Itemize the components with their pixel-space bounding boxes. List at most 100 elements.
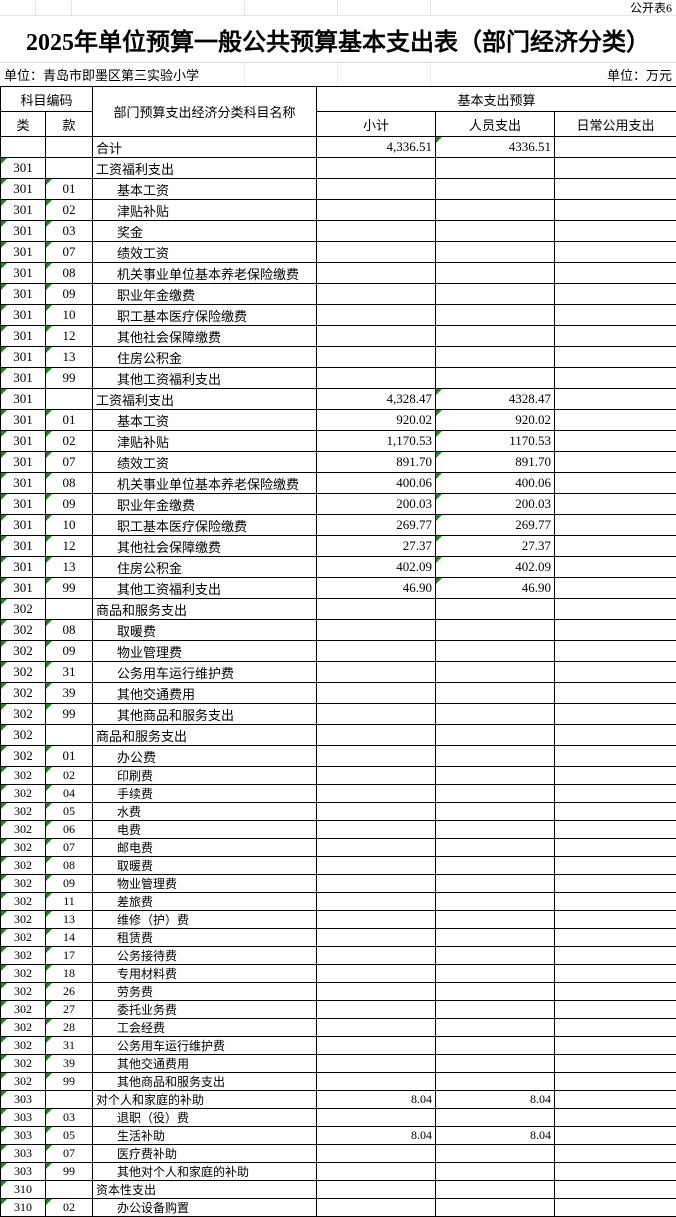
- cell-daily[interactable]: [555, 1127, 676, 1145]
- cell-class-code[interactable]: 301: [1, 200, 46, 221]
- cell-subtotal[interactable]: [317, 767, 436, 785]
- cell-personnel[interactable]: [436, 704, 555, 725]
- header-class[interactable]: 类: [1, 112, 46, 137]
- cell-daily[interactable]: [555, 1109, 676, 1127]
- cell-section-code[interactable]: 08: [46, 473, 93, 494]
- cell-daily[interactable]: [555, 821, 676, 839]
- cell-personnel[interactable]: [436, 641, 555, 662]
- cell-class-code[interactable]: 301: [1, 158, 46, 179]
- cell-class-code[interactable]: 301: [1, 347, 46, 368]
- cell-class-code[interactable]: 303: [1, 1127, 46, 1145]
- cell-section-code[interactable]: [46, 158, 93, 179]
- cell-subject-name[interactable]: 商品和服务支出: [93, 599, 317, 620]
- cell-subtotal[interactable]: 400.06: [317, 473, 436, 494]
- cell-section-code[interactable]: 07: [46, 242, 93, 263]
- cell-section-code[interactable]: 09: [46, 284, 93, 305]
- cell-subject-name[interactable]: 绩效工资: [93, 452, 317, 473]
- cell-personnel[interactable]: [436, 1145, 555, 1163]
- cell-subject-name[interactable]: 工会经费: [93, 1019, 317, 1037]
- cell-subject-name[interactable]: 奖金: [93, 221, 317, 242]
- cell-class-code[interactable]: 302: [1, 767, 46, 785]
- cell-personnel[interactable]: [436, 1019, 555, 1037]
- cell-daily[interactable]: [555, 158, 676, 179]
- cell-personnel[interactable]: [436, 1055, 555, 1073]
- cell-class-code[interactable]: 302: [1, 704, 46, 725]
- cell-class-code[interactable]: 301: [1, 305, 46, 326]
- cell-class-code[interactable]: 302: [1, 785, 46, 803]
- cell-personnel[interactable]: 46.90: [436, 578, 555, 599]
- cell-subtotal[interactable]: 8.04: [317, 1127, 436, 1145]
- cell-personnel[interactable]: 4328.47: [436, 389, 555, 410]
- cell-subject-name[interactable]: 住房公积金: [93, 557, 317, 578]
- cell-section-code[interactable]: 07: [46, 839, 93, 857]
- cell-subject-name[interactable]: 其他交通费用: [93, 1055, 317, 1073]
- cell-section-code[interactable]: 39: [46, 1055, 93, 1073]
- cell-section-code[interactable]: 99: [46, 1163, 93, 1181]
- cell-subject-name[interactable]: 委托业务费: [93, 1001, 317, 1019]
- cell-personnel[interactable]: [436, 368, 555, 389]
- cell-subtotal[interactable]: [317, 641, 436, 662]
- cell-personnel[interactable]: 4336.51: [436, 137, 555, 158]
- cell-subject-name[interactable]: 办公设备购置: [93, 1199, 317, 1217]
- cell-subtotal[interactable]: [317, 803, 436, 821]
- cell-subject-name[interactable]: 绩效工资: [93, 242, 317, 263]
- cell-subtotal[interactable]: [317, 911, 436, 929]
- cell-class-code[interactable]: 302: [1, 1037, 46, 1055]
- cell-section-code[interactable]: 12: [46, 326, 93, 347]
- cell-class-code[interactable]: 302: [1, 839, 46, 857]
- cell-subtotal[interactable]: 27.37: [317, 536, 436, 557]
- cell-subtotal[interactable]: [317, 1073, 436, 1091]
- cell-subject-name[interactable]: 职业年金缴费: [93, 494, 317, 515]
- cell-class-code[interactable]: 302: [1, 983, 46, 1001]
- cell-section-code[interactable]: 04: [46, 785, 93, 803]
- cell-class-code[interactable]: 301: [1, 389, 46, 410]
- cell-class-code[interactable]: 301: [1, 494, 46, 515]
- cell-daily[interactable]: [555, 1091, 676, 1109]
- cell-daily[interactable]: [555, 1055, 676, 1073]
- cell-subtotal[interactable]: [317, 929, 436, 947]
- cell-personnel[interactable]: [436, 911, 555, 929]
- cell-section-code[interactable]: 03: [46, 1109, 93, 1127]
- cell-class-code[interactable]: 303: [1, 1109, 46, 1127]
- cell-subtotal[interactable]: [317, 746, 436, 767]
- cell-class-code[interactable]: 302: [1, 911, 46, 929]
- cell-daily[interactable]: [555, 965, 676, 983]
- cell-subtotal[interactable]: [317, 947, 436, 965]
- cell-subject-name[interactable]: 其他工资福利支出: [93, 368, 317, 389]
- cell-class-code[interactable]: 302: [1, 1001, 46, 1019]
- header-personnel[interactable]: 人员支出: [436, 112, 555, 137]
- cell-class-code[interactable]: 301: [1, 410, 46, 431]
- cell-personnel[interactable]: [436, 725, 555, 746]
- cell-class-code[interactable]: 302: [1, 965, 46, 983]
- cell-class-code[interactable]: [1, 137, 46, 158]
- cell-class-code[interactable]: 302: [1, 893, 46, 911]
- cell-section-code[interactable]: 13: [46, 347, 93, 368]
- cell-subtotal[interactable]: [317, 662, 436, 683]
- cell-personnel[interactable]: 200.03: [436, 494, 555, 515]
- cell-section-code[interactable]: 02: [46, 200, 93, 221]
- cell-subtotal[interactable]: [317, 620, 436, 641]
- cell-subtotal[interactable]: 4,328.47: [317, 389, 436, 410]
- cell-section-code[interactable]: 08: [46, 857, 93, 875]
- cell-section-code[interactable]: 99: [46, 1073, 93, 1091]
- cell-subject-name[interactable]: 职工基本医疗保险缴费: [93, 515, 317, 536]
- cell-section-code[interactable]: 09: [46, 494, 93, 515]
- cell-section-code[interactable]: 08: [46, 620, 93, 641]
- cell-section-code[interactable]: 99: [46, 578, 93, 599]
- cell-section-code[interactable]: 18: [46, 965, 93, 983]
- cell-section-code[interactable]: 13: [46, 557, 93, 578]
- cell-class-code[interactable]: 310: [1, 1199, 46, 1217]
- cell-personnel[interactable]: [436, 929, 555, 947]
- cell-personnel[interactable]: [436, 965, 555, 983]
- cell-subtotal[interactable]: [317, 893, 436, 911]
- cell-subtotal[interactable]: [317, 368, 436, 389]
- cell-subtotal[interactable]: [317, 263, 436, 284]
- cell-daily[interactable]: [555, 452, 676, 473]
- cell-section-code[interactable]: 06: [46, 821, 93, 839]
- cell-daily[interactable]: [555, 515, 676, 536]
- cell-subject-name[interactable]: 资本性支出: [93, 1181, 317, 1199]
- cell-personnel[interactable]: [436, 893, 555, 911]
- cell-class-code[interactable]: 303: [1, 1091, 46, 1109]
- cell-class-code[interactable]: 302: [1, 821, 46, 839]
- cell-personnel[interactable]: [436, 767, 555, 785]
